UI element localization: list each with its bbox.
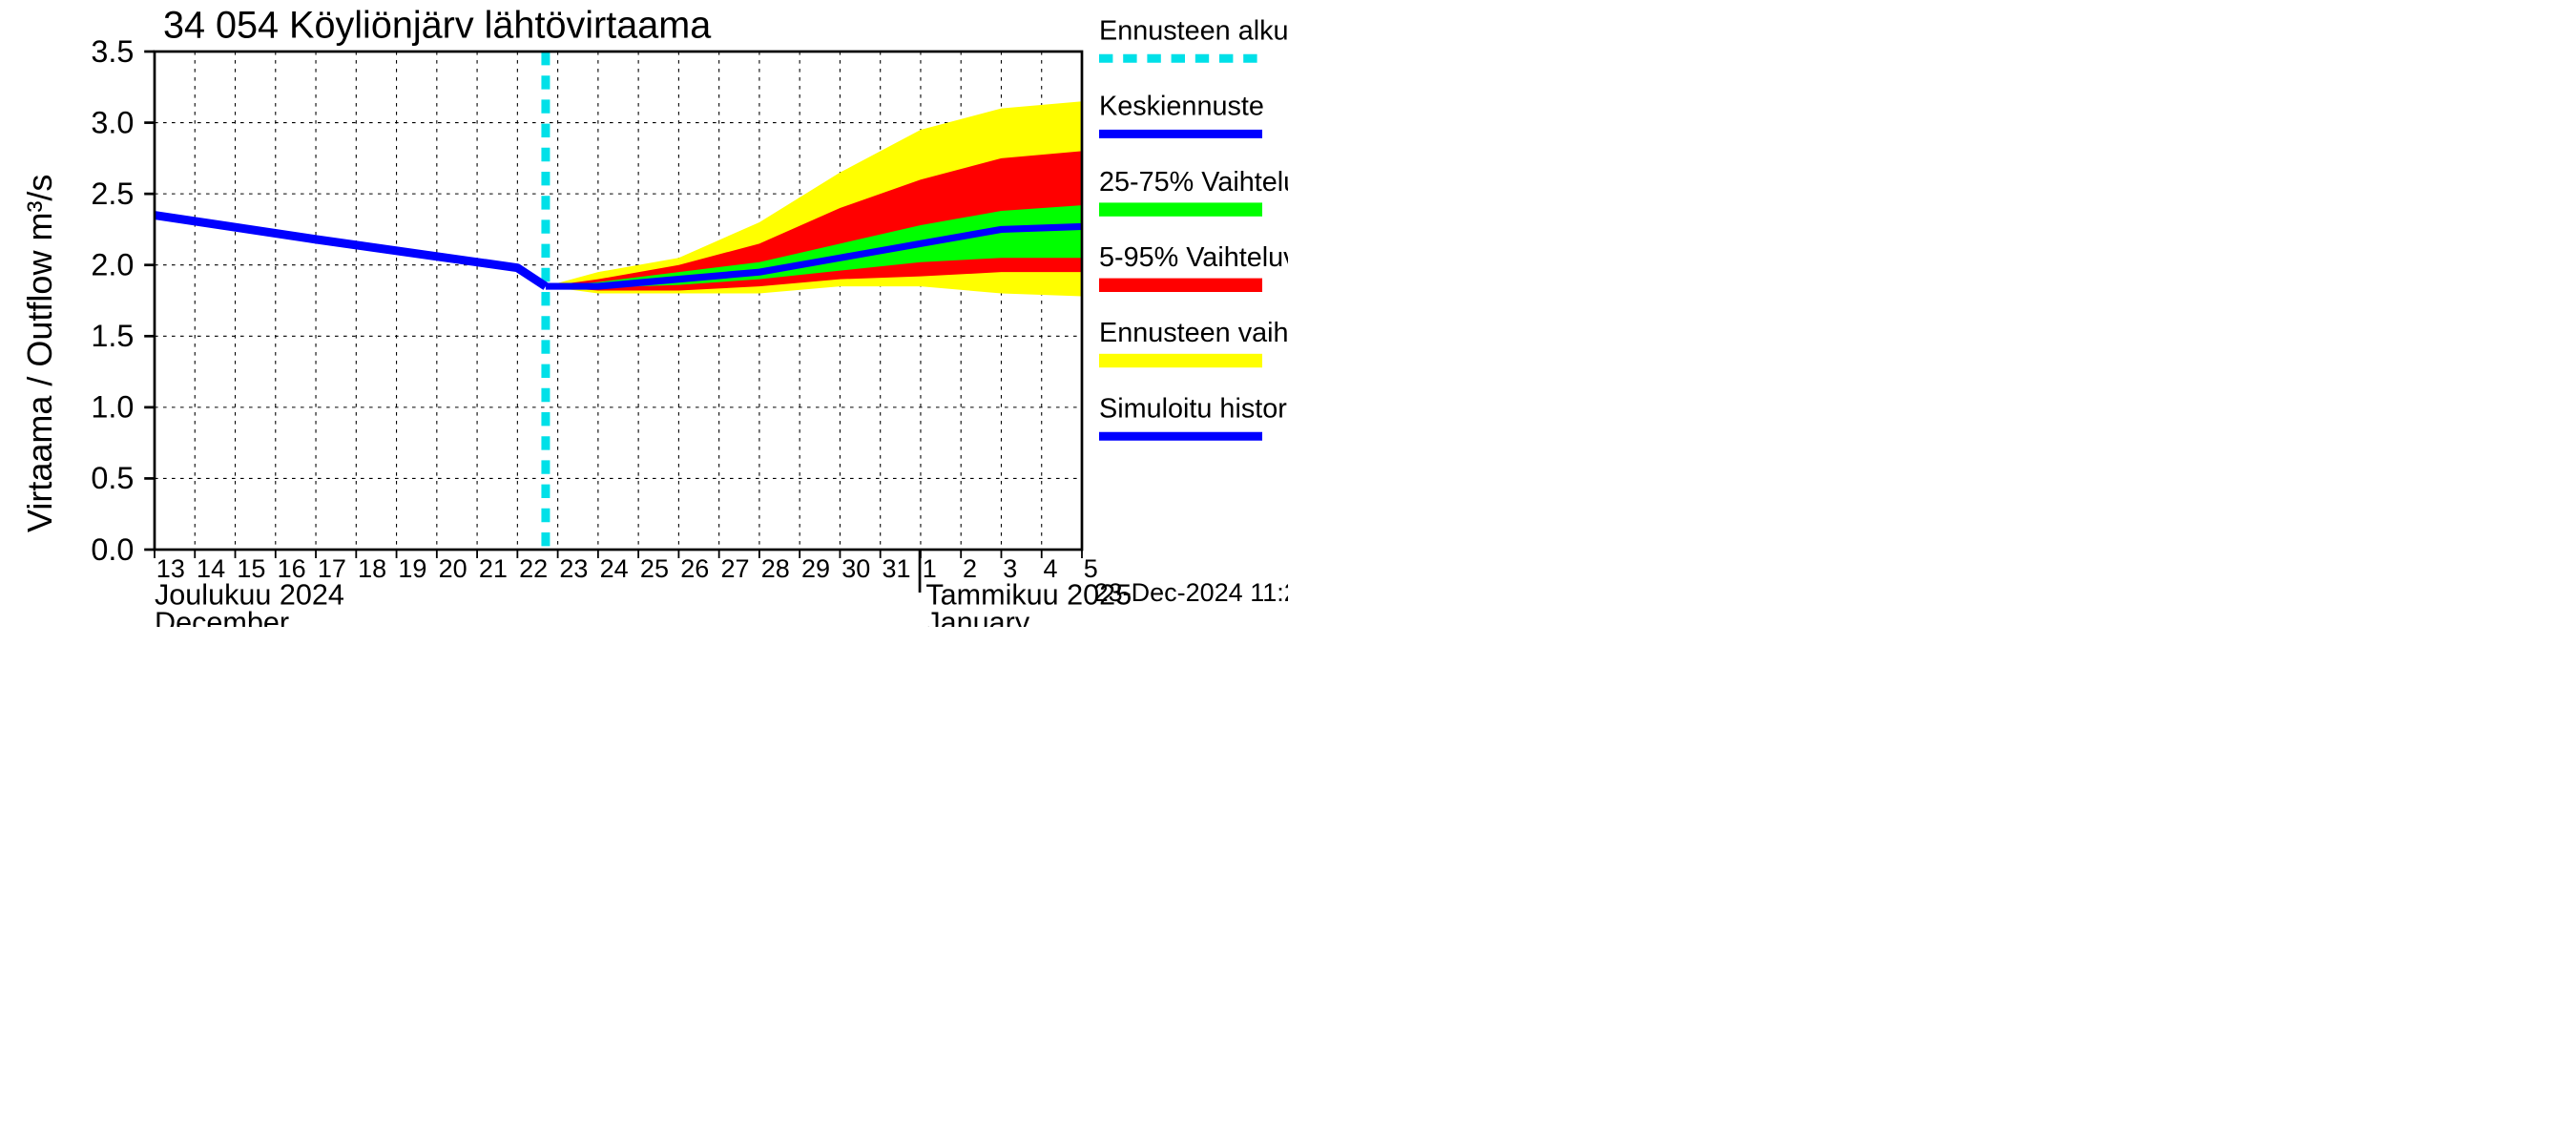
legend-swatch bbox=[1099, 202, 1262, 216]
legend-label: Ennusteen vaihteluväli bbox=[1099, 318, 1288, 348]
outflow-chart: 0.00.51.01.52.02.53.03.51314151617181920… bbox=[0, 0, 1288, 627]
legend-label: Ennusteen alku bbox=[1099, 15, 1288, 46]
xtick-label: 18 bbox=[358, 554, 386, 583]
ytick-label: 2.0 bbox=[91, 248, 134, 282]
xtick-label: 21 bbox=[479, 554, 508, 583]
xtick-label: 23 bbox=[559, 554, 588, 583]
xtick-label: 22 bbox=[519, 554, 548, 583]
chart-container: 0.00.51.01.52.02.53.03.51314151617181920… bbox=[0, 0, 1288, 572]
chart-bg bbox=[0, 0, 1288, 627]
xtick-label: 29 bbox=[801, 554, 830, 583]
chart-footer: 23-Dec-2024 11:27 WSFS-O bbox=[1094, 578, 1288, 607]
xtick-label: 30 bbox=[841, 554, 870, 583]
ytick-label: 0.5 bbox=[91, 461, 134, 495]
ytick-label: 0.0 bbox=[91, 532, 134, 567]
xtick-label: 25 bbox=[640, 554, 669, 583]
ytick-label: 2.5 bbox=[91, 177, 134, 211]
legend-swatch bbox=[1099, 279, 1262, 292]
xtick-label: 20 bbox=[439, 554, 467, 583]
xtick-label: 31 bbox=[882, 554, 910, 583]
xtick-label: 24 bbox=[600, 554, 629, 583]
legend-label: 25-75% Vaihteluväli bbox=[1099, 167, 1288, 198]
ytick-label: 3.0 bbox=[91, 105, 134, 139]
xtick-label: 19 bbox=[398, 554, 426, 583]
month1-label-en: December bbox=[155, 606, 289, 627]
ytick-label: 1.5 bbox=[91, 319, 134, 353]
ytick-label: 1.0 bbox=[91, 390, 134, 425]
legend-label: 5-95% Vaihteluväli bbox=[1099, 242, 1288, 273]
legend-label: Simuloitu historia bbox=[1099, 393, 1288, 424]
legend-label: Keskiennuste bbox=[1099, 92, 1264, 122]
xtick-label: 27 bbox=[720, 554, 749, 583]
xtick-label: 26 bbox=[680, 554, 709, 583]
ytick-label: 3.5 bbox=[91, 34, 134, 69]
legend-swatch bbox=[1099, 354, 1262, 367]
xtick-label: 28 bbox=[761, 554, 790, 583]
chart-title: 34 054 Köyliönjärv lähtövirtaama bbox=[163, 5, 712, 47]
month2-label-en: January bbox=[925, 606, 1029, 627]
y-axis-label: Virtaama / Outflow m³/s bbox=[20, 175, 59, 532]
